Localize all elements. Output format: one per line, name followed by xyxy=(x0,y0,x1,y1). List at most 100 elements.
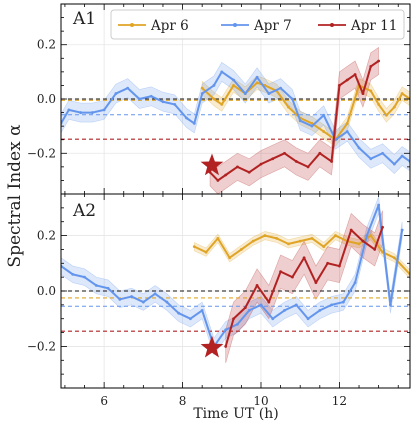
x-tick-label: 12 xyxy=(332,394,347,408)
data-point-apr7-a1 xyxy=(243,92,247,95)
y-tick-label-a1: −0.2 xyxy=(27,146,56,160)
x-tick-label: 8 xyxy=(179,394,187,408)
data-point-apr6-a1 xyxy=(287,105,290,109)
lines-a1 xyxy=(61,59,410,182)
data-point-apr7-a2 xyxy=(71,272,75,276)
data-point-apr11-a1 xyxy=(345,78,349,82)
data-point-apr11-a2 xyxy=(290,275,294,279)
data-point-apr11-a1 xyxy=(318,151,322,155)
data-point-apr7-a2 xyxy=(118,297,122,301)
y-axis-title: Spectral Index α xyxy=(5,124,25,268)
error-band-apr11-a1 xyxy=(209,46,379,194)
data-point-apr7-a2 xyxy=(330,303,333,307)
data-point-apr6-a2 xyxy=(263,234,267,237)
data-point-apr7-a1 xyxy=(114,92,118,95)
tick-marks: −0.2 0.0 0.2 −0.2 0.0 0.2 6 8 10 12 xyxy=(27,4,410,408)
data-point-apr11-a1 xyxy=(377,59,381,63)
error-band-apr6-a1 xyxy=(201,75,410,147)
y-tick-label-a1: 0.2 xyxy=(37,38,56,52)
legend-label-apr11: Apr 11 xyxy=(350,18,397,34)
data-point-apr6-a1 xyxy=(345,122,349,125)
data-point-apr6-a2 xyxy=(287,242,290,246)
data-point-apr6-a2 xyxy=(392,256,396,260)
data-point-apr11-a2 xyxy=(232,317,235,321)
data-point-apr7-a1 xyxy=(392,162,396,166)
error-band-apr7-a1 xyxy=(61,61,410,175)
data-point-apr7-a1 xyxy=(79,111,83,114)
data-point-apr11-a1 xyxy=(216,179,220,182)
data-point-apr7-a1 xyxy=(322,113,326,117)
data-point-apr6-a2 xyxy=(239,248,243,251)
data-point-apr7-a2 xyxy=(94,284,98,287)
data-point-apr6-a2 xyxy=(298,239,302,243)
data-point-apr7-a1 xyxy=(173,103,177,106)
data-point-apr11-a1 xyxy=(306,165,310,169)
data-point-apr7-a2 xyxy=(141,300,145,304)
y-tick-label-a2: 0.0 xyxy=(37,284,56,298)
data-point-apr7-a1 xyxy=(149,94,153,98)
data-point-apr11-a2 xyxy=(349,228,353,232)
y-tick-label-a2: 0.2 xyxy=(37,229,56,243)
error-band-apr7-a2 xyxy=(61,196,403,356)
data-point-apr7-a1 xyxy=(290,97,294,101)
data-point-apr7-a2 xyxy=(153,292,157,296)
data-point-apr11-a2 xyxy=(267,300,271,304)
data-point-apr6-a2 xyxy=(310,236,314,240)
data-point-apr7-a1 xyxy=(232,78,235,82)
data-point-apr7-a1 xyxy=(102,108,106,112)
data-point-apr7-a1 xyxy=(220,70,224,74)
data-point-apr7-a2 xyxy=(200,309,204,312)
data-point-apr7-a2 xyxy=(165,300,169,304)
data-point-apr7-a2 xyxy=(83,275,86,279)
data-point-apr6-a1 xyxy=(212,97,216,101)
data-point-apr6-a2 xyxy=(357,242,361,246)
data-point-apr7-a1 xyxy=(138,97,141,101)
legend-label-apr6: Apr 6 xyxy=(150,18,189,34)
data-point-apr7-a2 xyxy=(259,303,263,307)
data-point-apr11-a2 xyxy=(361,239,365,243)
data-point-apr7-a2 xyxy=(388,303,392,307)
data-point-apr7-a1 xyxy=(345,130,349,133)
series-lines xyxy=(61,59,410,348)
data-point-apr7-a2 xyxy=(247,309,251,312)
data-point-apr11-a2 xyxy=(373,248,377,251)
y-tick-label-a1: 0.0 xyxy=(37,92,56,106)
star-markers xyxy=(200,153,224,358)
star-marker-a1 xyxy=(200,153,224,176)
data-point-apr7-a1 xyxy=(310,124,314,128)
data-point-apr11-a1 xyxy=(283,151,286,155)
data-point-apr7-a1 xyxy=(161,100,165,104)
data-point-apr6-a1 xyxy=(255,81,259,85)
data-point-apr6-a1 xyxy=(400,92,404,95)
legend-marker-apr7 xyxy=(233,23,237,27)
data-point-apr7-a2 xyxy=(224,328,228,332)
data-point-apr7-a2 xyxy=(130,295,133,298)
data-point-apr6-a2 xyxy=(192,245,196,249)
data-point-apr11-a1 xyxy=(361,92,365,95)
data-point-apr7-a2 xyxy=(341,300,345,304)
data-point-apr11-a1 xyxy=(259,162,263,166)
data-point-apr7-a1 xyxy=(90,111,94,114)
bands-a2 xyxy=(61,196,410,364)
legend-marker-apr6 xyxy=(130,23,134,27)
data-point-apr11-a2 xyxy=(224,345,228,348)
legend-marker-apr11 xyxy=(330,23,334,27)
data-point-apr6-a2 xyxy=(228,256,232,260)
data-point-apr7-a1 xyxy=(381,151,384,155)
data-point-apr11-a1 xyxy=(353,73,357,76)
data-point-apr7-a2 xyxy=(306,317,310,321)
data-point-apr11-a1 xyxy=(294,160,298,163)
legend-box xyxy=(110,9,405,40)
data-point-apr11-a2 xyxy=(302,256,306,260)
data-point-apr7-a1 xyxy=(298,119,302,123)
panel-label-a1: A1 xyxy=(72,9,96,29)
data-point-apr7-a2 xyxy=(189,317,192,321)
x-tick-label: 6 xyxy=(100,394,108,408)
data-point-apr6-a2 xyxy=(275,236,279,240)
data-point-apr7-a2 xyxy=(400,228,404,232)
star-marker-a2 xyxy=(200,335,224,358)
data-point-apr11-a2 xyxy=(381,225,384,229)
data-point-apr6-a1 xyxy=(232,84,235,87)
data-point-apr7-a2 xyxy=(294,303,298,307)
